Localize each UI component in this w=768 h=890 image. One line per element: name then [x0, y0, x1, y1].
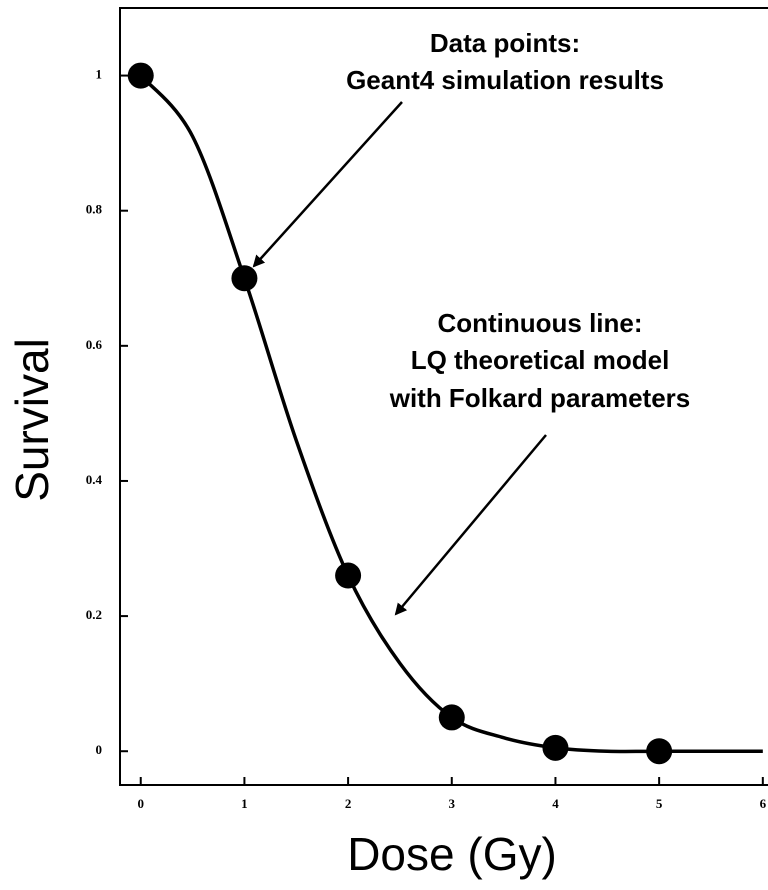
x-tick-label: 6 [760, 796, 767, 811]
annotation: Geant4 simulation results [346, 65, 664, 95]
x-tick-label: 3 [449, 796, 456, 811]
x-axis-label: Dose (Gy) [347, 828, 557, 880]
plot-area [127, 62, 763, 765]
y-tick-label: 0.8 [86, 202, 103, 217]
annotation-arrow [394, 434, 547, 616]
annotation: Data points: [430, 28, 580, 58]
x-tick-label: 4 [552, 796, 559, 811]
data-point [231, 265, 258, 292]
data-point [127, 62, 154, 89]
data-point [646, 738, 673, 765]
y-tick-label: 0 [96, 742, 103, 757]
y-tick-label: 0.2 [86, 607, 102, 622]
data-point [438, 704, 465, 731]
y-tick-label: 1 [96, 67, 103, 82]
annotation: Continuous line: [437, 308, 642, 338]
y-axis-label: Survival [6, 338, 58, 502]
plot-frame [119, 7, 768, 786]
x-tick-label: 2 [345, 796, 352, 811]
y-tick-label: 0.6 [86, 337, 103, 352]
x-tick-label: 1 [241, 796, 248, 811]
x-tick-label: 5 [656, 796, 663, 811]
annotation: LQ theoretical model [411, 345, 670, 375]
model-line [139, 74, 763, 754]
y-tick-label: 0.4 [86, 472, 103, 487]
x-tick-label: 0 [137, 796, 144, 811]
annotation: with Folkard parameters [389, 383, 691, 413]
data-point [335, 562, 362, 589]
data-point [542, 734, 569, 761]
annotation-arrow [252, 101, 403, 268]
